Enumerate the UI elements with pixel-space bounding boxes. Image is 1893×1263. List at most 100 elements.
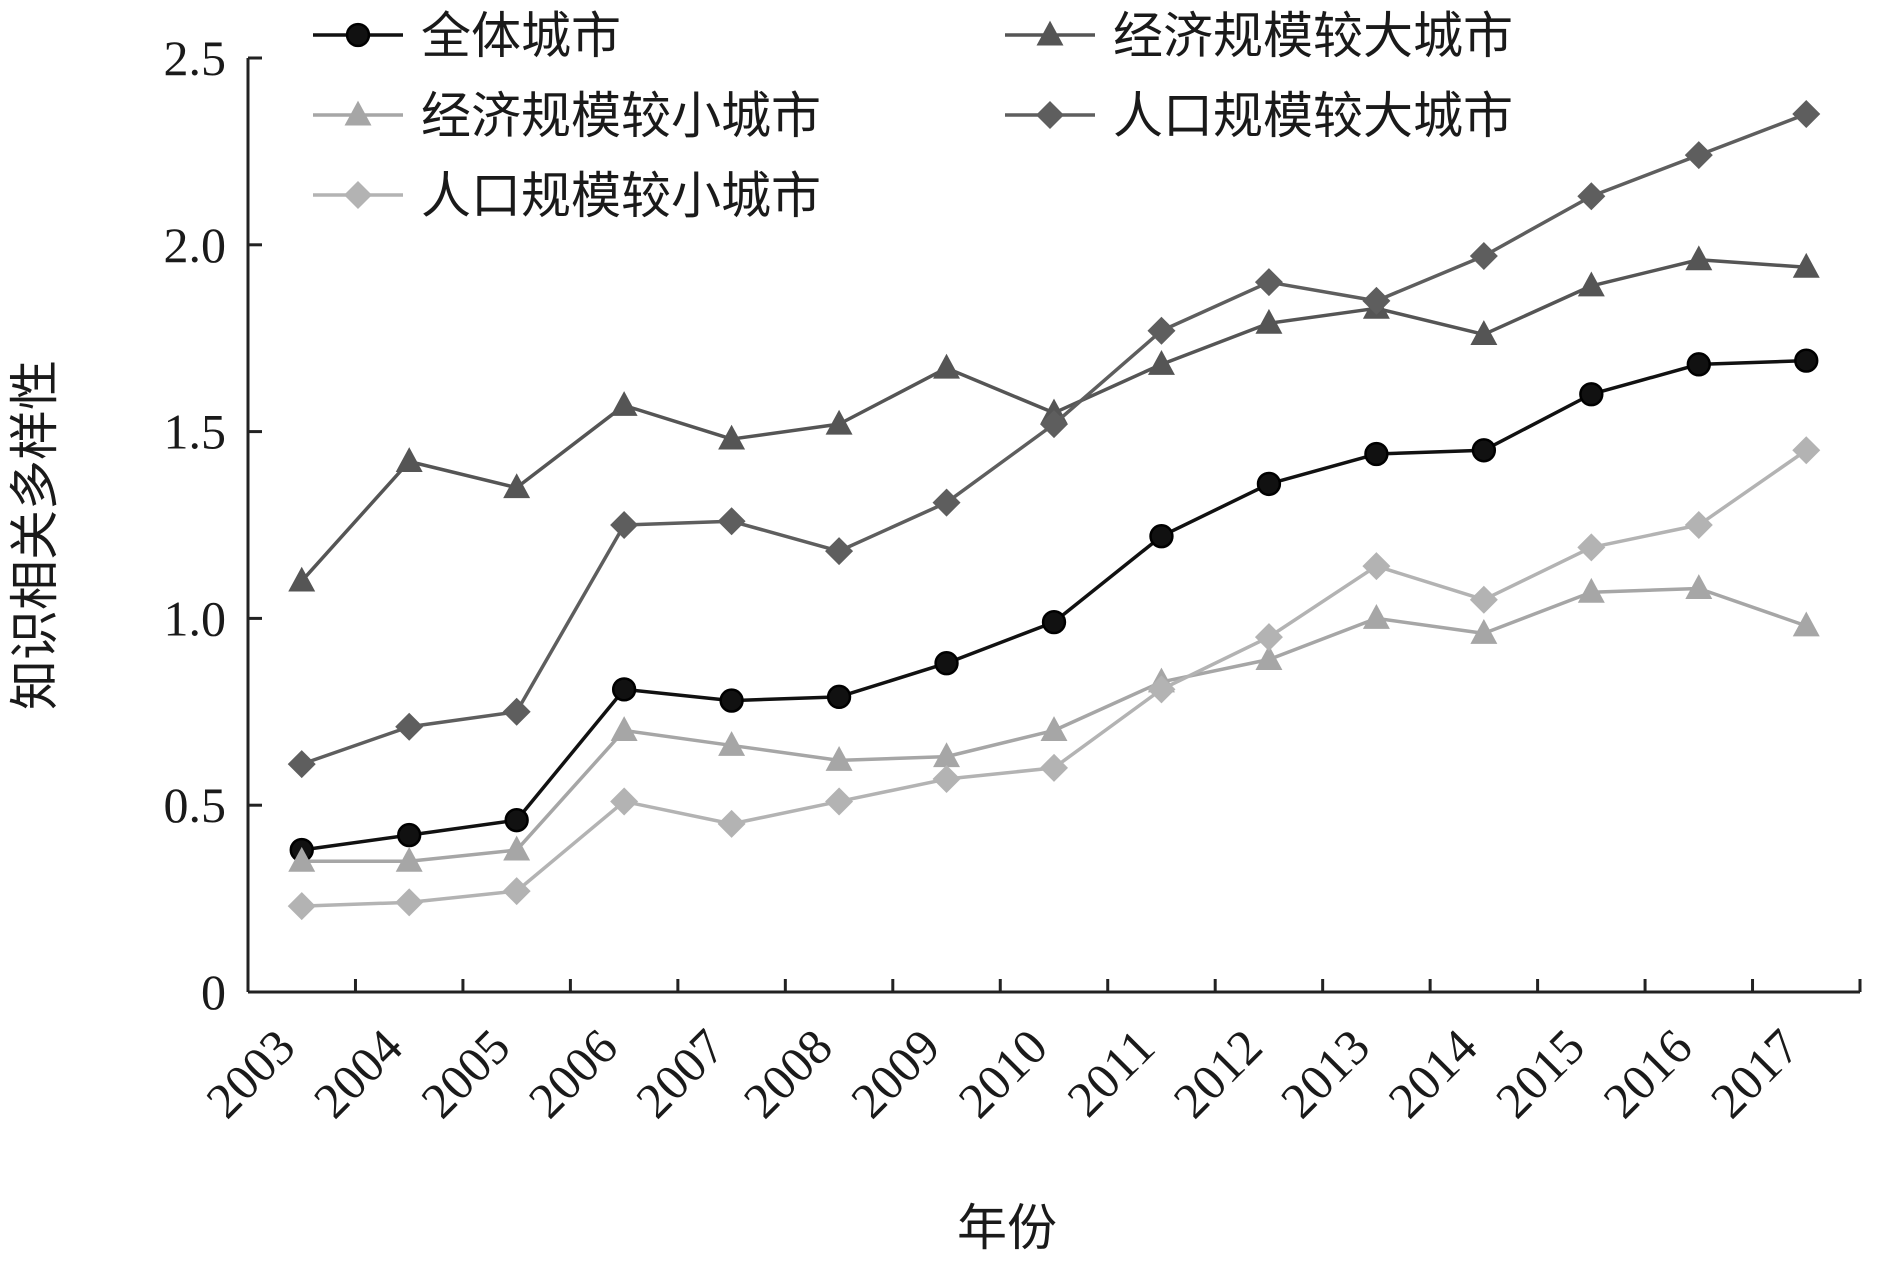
- data-point-triangle: [1577, 577, 1605, 603]
- legend-label: 人口规模较小城市: [421, 168, 821, 224]
- data-point-diamond: [1684, 141, 1713, 170]
- data-point-circle: [719, 688, 744, 713]
- data-point-diamond: [395, 888, 424, 917]
- data-point-diamond: [1147, 316, 1176, 345]
- x-tick-label: 2017: [1700, 1018, 1810, 1128]
- data-point-circle: [1579, 382, 1604, 407]
- data-point-triangle: [825, 409, 853, 435]
- series-4: [287, 100, 1821, 779]
- data-point-triangle: [395, 447, 423, 472]
- y-tick-label: 1.5: [164, 404, 227, 460]
- data-point-diamond: [825, 787, 854, 816]
- data-point-diamond: [932, 488, 961, 517]
- data-point-triangle: [610, 716, 638, 741]
- data-point-diamond: [287, 750, 316, 779]
- series-1: [289, 348, 1819, 863]
- data-point-diamond: [343, 180, 373, 210]
- data-point-diamond: [395, 712, 424, 741]
- data-point-triangle: [1685, 245, 1713, 271]
- x-tick-label: 2004: [303, 1018, 413, 1128]
- y-tick-label: 2.0: [164, 217, 227, 273]
- data-point-circle: [504, 807, 529, 833]
- data-point-diamond: [1577, 182, 1606, 211]
- data-point-diamond: [1035, 100, 1065, 130]
- data-point-circle: [1149, 524, 1174, 549]
- data-point-circle: [345, 22, 371, 48]
- series-5: [287, 436, 1821, 921]
- data-point-triangle: [1470, 320, 1498, 345]
- x-tick-label: 2015: [1485, 1018, 1595, 1128]
- x-tick-label: 2007: [625, 1018, 735, 1128]
- data-point-circle: [1364, 441, 1389, 467]
- legend-label: 经济规模较小城市: [421, 88, 821, 144]
- data-point-triangle: [503, 473, 531, 499]
- x-tick-label: 2006: [518, 1018, 628, 1128]
- axes: 0 0.5 1.0 1.5 2.0 2.5 200320042005200620072008…: [164, 30, 1862, 1128]
- data-point-circle: [934, 651, 959, 676]
- x-tick-label: 2016: [1592, 1018, 1702, 1128]
- data-point-diamond: [1254, 268, 1283, 297]
- x-tick-label: 2012: [1162, 1018, 1272, 1128]
- data-point-circle: [1256, 471, 1282, 497]
- data-point-triangle: [1577, 271, 1605, 297]
- legend-label: 全体城市: [421, 8, 621, 64]
- data-point-diamond: [502, 697, 531, 726]
- data-point-diamond: [1469, 585, 1498, 614]
- data-point-diamond: [502, 877, 531, 906]
- data-point-triangle: [288, 846, 316, 872]
- data-point-circle: [1471, 438, 1497, 463]
- data-point-diamond: [1684, 510, 1713, 540]
- legend-entry: 人口规模较小城市: [313, 168, 821, 224]
- data-point-diamond: [1469, 242, 1498, 271]
- data-point-diamond: [717, 809, 746, 838]
- data-point-circle: [611, 677, 637, 702]
- data-point-triangle: [825, 746, 853, 771]
- data-point-triangle: [1040, 716, 1068, 741]
- data-point-diamond: [1147, 675, 1176, 704]
- data-point-triangle: [503, 835, 531, 861]
- data-point-triangle: [1792, 252, 1820, 278]
- data-point-diamond: [1362, 552, 1391, 581]
- data-point-diamond: [1792, 100, 1821, 129]
- data-point-triangle: [933, 353, 961, 379]
- data-point-triangle: [395, 846, 423, 872]
- legend-entry: 经济规模较小城市: [313, 88, 821, 144]
- x-tick-label: 2005: [410, 1018, 520, 1128]
- data-point-diamond: [610, 510, 639, 540]
- data-point-circle: [826, 684, 852, 710]
- legend-entry: 经济规模较大城市: [1005, 8, 1513, 64]
- y-tick-label: 0.5: [164, 777, 227, 833]
- data-point-circle: [1686, 352, 1711, 377]
- data-point-diamond: [287, 892, 316, 921]
- x-tick-label: 2008: [733, 1018, 843, 1128]
- legend-entry: 全体城市: [313, 8, 621, 64]
- data-point-triangle: [1685, 574, 1713, 599]
- data-point-triangle: [718, 731, 746, 756]
- x-tick-label: 2013: [1270, 1018, 1380, 1128]
- data-point-triangle: [1036, 20, 1064, 46]
- x-axis-title: 年份: [957, 1200, 1057, 1256]
- data-point-triangle: [1470, 618, 1498, 644]
- data-point-triangle: [1792, 611, 1820, 637]
- data-point-triangle: [344, 100, 372, 126]
- x-tick-label: 2011: [1056, 1018, 1165, 1127]
- data-point-triangle: [1255, 645, 1283, 670]
- series-layer: [287, 100, 1821, 921]
- data-point-diamond: [825, 537, 854, 566]
- data-point-triangle: [288, 566, 316, 592]
- data-point-diamond: [1577, 533, 1606, 562]
- data-point-diamond: [1792, 436, 1821, 465]
- data-point-triangle: [1362, 604, 1390, 629]
- data-point-circle: [1794, 348, 1819, 373]
- data-point-triangle: [610, 391, 638, 416]
- y-tick-label: 1.0: [164, 590, 227, 646]
- legend-entry: 人口规模较大城市: [1005, 88, 1513, 144]
- legend-label: 经济规模较大城市: [1113, 8, 1513, 64]
- data-point-triangle: [1255, 308, 1283, 334]
- data-point-diamond: [610, 787, 639, 816]
- data-point-diamond: [1039, 410, 1069, 439]
- legend-label: 人口规模较大城市: [1113, 88, 1513, 144]
- data-point-triangle: [1147, 350, 1175, 375]
